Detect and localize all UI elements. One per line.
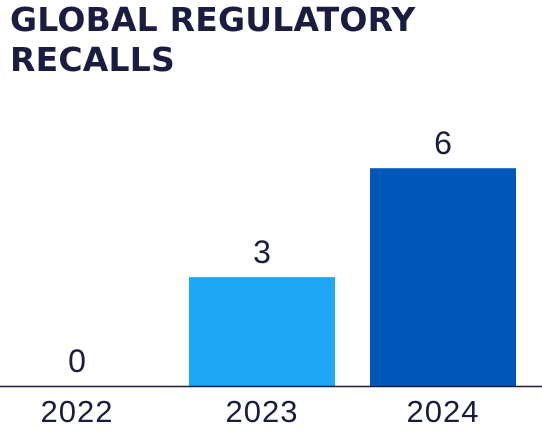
data-label-2022: 0 — [68, 343, 86, 379]
bar-2023 — [189, 277, 335, 386]
chart-title: GLOBAL REGULATORY RECALLS — [10, 0, 530, 80]
data-label-2023: 3 — [253, 234, 271, 270]
data-label-2024: 6 — [434, 125, 452, 161]
chart-title-line-1: GLOBAL REGULATORY — [10, 0, 416, 39]
x-tick-label-2023: 2023 — [226, 394, 299, 429]
x-tick-labels-layer: 2022 2023 2024 — [41, 394, 480, 429]
bar-2024 — [370, 168, 516, 386]
bars-layer — [189, 168, 516, 386]
data-labels-layer: 0 3 6 — [68, 125, 452, 379]
chart-title-line-2: RECALLS — [10, 40, 175, 79]
x-tick-label-2024: 2024 — [407, 394, 480, 429]
x-tick-label-2022: 2022 — [41, 394, 114, 429]
